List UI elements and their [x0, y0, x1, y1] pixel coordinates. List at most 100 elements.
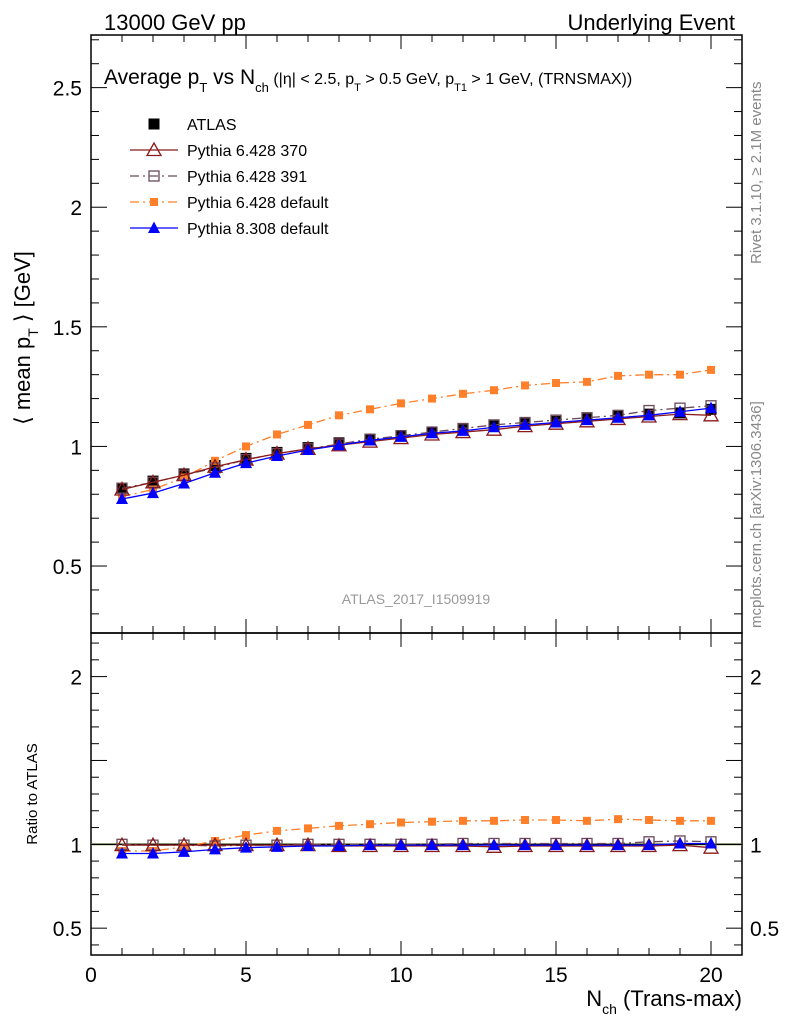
ratio-point [457, 838, 469, 851]
y-tick-label-ratio-right: 0.5 [750, 918, 779, 941]
ratio-point [335, 821, 343, 830]
main-point [426, 426, 438, 439]
ratio-series-3 [118, 815, 715, 856]
y-tick-label-main: 2 [70, 197, 82, 220]
ratio-point [273, 826, 281, 835]
main-point [304, 420, 312, 429]
main-point [550, 416, 562, 428]
ratio-point [550, 838, 562, 851]
y-tick-label-ratio: 2 [70, 667, 82, 690]
main-point [552, 379, 560, 388]
main-point [519, 418, 531, 430]
main-point [459, 389, 467, 398]
main-series-4 [116, 401, 717, 505]
ratio-point [397, 818, 405, 827]
legend-marker [148, 221, 160, 233]
legend-label: Pythia 8.308 default [187, 221, 329, 238]
y-tick-label-ratio-right: 2 [750, 667, 762, 690]
ratio-series-line [122, 842, 711, 855]
x-tick-label: 5 [240, 964, 252, 987]
y-tick-label-main: 1 [70, 436, 82, 459]
ratio-point [271, 840, 283, 852]
ratio-point [333, 839, 345, 851]
ratio-point [366, 820, 374, 829]
main-point [271, 449, 283, 461]
axis-ticks: 0 5 10 15 20 0.5 1 1.5 2 2.5 0.5 0.5 1 1 2 2 [53, 35, 779, 987]
y-axis-label-ratio: Ratio to ATLAS [24, 743, 41, 844]
main-point [583, 377, 591, 386]
main-point [209, 466, 221, 478]
ratio-point [643, 838, 655, 851]
main-point [242, 442, 250, 451]
ratio-point [581, 838, 593, 851]
ratio-point [645, 815, 653, 824]
main-point [178, 477, 190, 489]
plot-title: Average pT vs Nch (|η| < 2.5, pT > 0.5 G… [104, 66, 632, 95]
main-point [490, 386, 498, 395]
legend-item: Pythia 8.308 default [130, 221, 329, 238]
main-point [676, 370, 684, 379]
main-point [581, 413, 593, 426]
ratio-series-line [122, 844, 712, 849]
main-point [521, 381, 529, 390]
main-point [702, 406, 720, 422]
x-tick-label: 20 [699, 964, 722, 987]
main-point [614, 371, 622, 380]
legend-item: Pythia 6.428 default [130, 195, 329, 212]
ratio-point [395, 838, 407, 851]
ratio-plot-frame [90, 632, 743, 956]
main-point [645, 370, 653, 379]
main-series-line [121, 407, 712, 500]
legend-item: Pythia 6.428 370 [130, 141, 307, 160]
main-point [457, 424, 469, 436]
main-point [333, 438, 345, 451]
main-point [674, 405, 686, 417]
ratio-series-4 [116, 836, 717, 859]
y-tick-label-ratio: 0.5 [53, 918, 82, 941]
main-point [428, 394, 436, 403]
legend-label: ATLAS [187, 117, 237, 134]
mcplots-label: mcplots.cern.ch [arXiv:1306.3436] [748, 401, 765, 628]
main-point [209, 460, 221, 472]
ratio-point [519, 838, 531, 851]
legend-marker [145, 141, 163, 157]
main-series-2 [116, 400, 717, 494]
x-tick-label: 15 [544, 964, 567, 987]
x-axis-label: Nch (Trans-max) [586, 986, 742, 1017]
main-point [707, 365, 715, 374]
legend-label: Pythia 6.428 370 [187, 143, 307, 160]
main-point [364, 433, 376, 446]
rivet-label: Rivet 3.1.10, ≥ 2.1M events [748, 82, 765, 265]
ratio-point [674, 836, 686, 849]
energy-label: 13000 GeV pp [104, 10, 246, 35]
ratio-point [304, 824, 312, 833]
y-tick-label-main: 2.5 [53, 78, 82, 101]
ratio-series-group [113, 815, 720, 859]
ratio-point [242, 831, 250, 840]
y-tick-label-main: 1.5 [53, 317, 82, 340]
ratio-point [676, 816, 684, 825]
main-series-group [113, 365, 720, 505]
x-tick-label: 0 [85, 964, 97, 987]
legend-marker [148, 118, 160, 130]
legend-item: Pythia 6.428 391 [130, 169, 307, 186]
analysis-id: ATLAS_2017_I1509919 [342, 591, 491, 607]
ratio-point [583, 816, 591, 825]
legend-label: Pythia 6.428 391 [187, 169, 307, 186]
legend-marker [150, 198, 158, 206]
ratio-point [490, 816, 498, 825]
ratio-series-line [122, 818, 711, 852]
ratio-point [612, 838, 624, 851]
ratio-point [209, 842, 221, 855]
main-point [397, 399, 405, 408]
main-point [643, 408, 655, 421]
ratio-point [426, 838, 438, 851]
y-tick-label-ratio: 1 [70, 834, 82, 857]
main-point [705, 401, 717, 414]
ratio-point [705, 836, 717, 849]
legend-item: ATLAS [148, 117, 237, 134]
main-point [488, 420, 500, 433]
ratio-point [707, 816, 715, 825]
ratio-point [521, 815, 529, 824]
